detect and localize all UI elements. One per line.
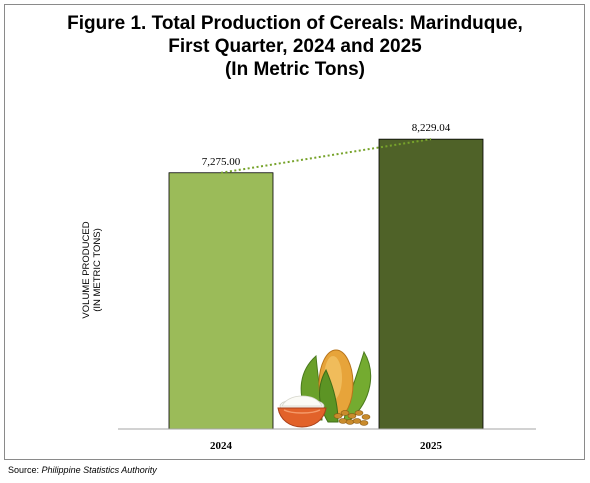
source-note: Source: Philippine Statistics Authority [8, 465, 157, 475]
chart-frame [4, 4, 585, 460]
chart-title: Figure 1. Total Production of Cereals: M… [0, 12, 590, 81]
chart-title-line-3: (In Metric Tons) [224, 59, 366, 80]
source-name: Philippine Statistics Authority [41, 465, 157, 475]
data-label-2024: 7,275.00 [202, 156, 241, 168]
trend-line [220, 138, 432, 174]
bar-2025 [378, 138, 484, 430]
bar-2024 [168, 172, 274, 430]
chart-title-line-2: First Quarter, 2024 and 2025 [168, 36, 422, 57]
x-tick-label-2024: 2024 [210, 440, 233, 452]
cereal-grains-icon [277, 349, 372, 428]
data-label-2025: 8,229.04 [412, 122, 451, 134]
chart-title-line-1: Figure 1. Total Production of Cereals: M… [67, 13, 523, 34]
x-tick-label-2025: 2025 [420, 440, 443, 452]
source-label: Source: [8, 465, 40, 475]
